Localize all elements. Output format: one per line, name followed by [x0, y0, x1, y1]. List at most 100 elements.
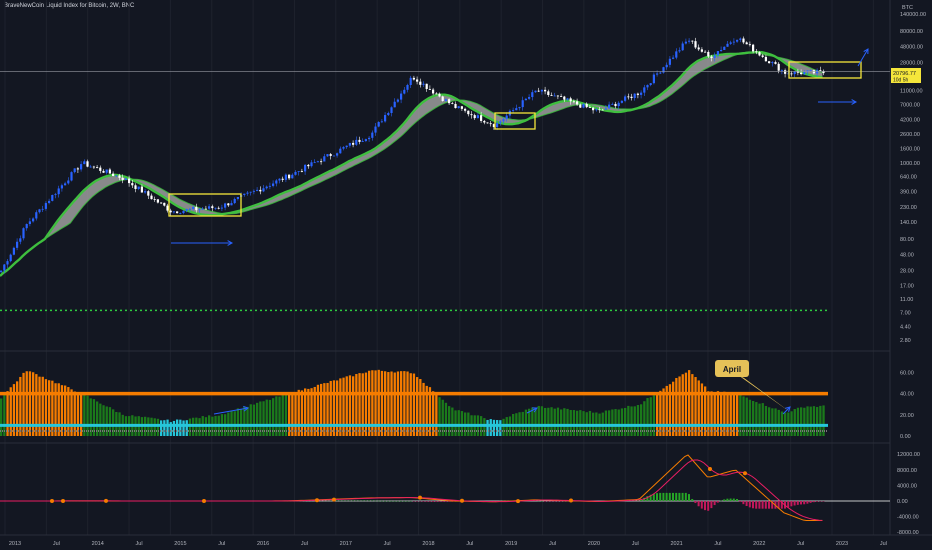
arrow-shaft: [213, 407, 249, 415]
rsi-bar: [547, 407, 550, 436]
trend-arrows: [171, 48, 869, 246]
price-axis[interactable]: BTC 140000.00 80000.00 48000.00 28000.00 110…: [900, 5, 926, 344]
macd-hist-bar: [691, 498, 694, 501]
rsi-bar: [230, 410, 233, 436]
rsi-bar: [99, 403, 102, 436]
candle-body: [630, 96, 633, 98]
macd-hist-bar: [643, 497, 646, 501]
rsi-bar: [697, 380, 700, 436]
rsi-bar: [633, 406, 636, 436]
rsi-bar: [550, 407, 553, 436]
time-axis[interactable]: 2013 Jul 2014 Jul 2015 Jul 2016 Jul 2017 Jul 2018 J…: [9, 541, 887, 547]
candle-body: [780, 70, 783, 72]
price-panel[interactable]: [0, 36, 890, 312]
rsi-bar: [48, 380, 51, 436]
price-axis-label: 80.00: [900, 237, 914, 243]
candle-body: [547, 91, 550, 95]
rsi-bar: [723, 391, 726, 436]
candle-body: [179, 213, 182, 214]
candle-body: [793, 71, 796, 75]
candle-body: [684, 41, 687, 44]
macd-axis-label: 0.00: [897, 499, 908, 505]
rsi-bar: [764, 405, 768, 436]
callout-pointer: [738, 375, 790, 412]
macd-hist-bar: [713, 501, 716, 506]
rsi-bar: [339, 378, 342, 436]
candle-body: [406, 84, 409, 90]
rsi-bar: [368, 370, 371, 436]
candle-body: [534, 90, 537, 93]
rsi-bar: [361, 373, 364, 436]
price-axis-label: 4200.00: [900, 118, 920, 124]
rsi-bar: [304, 388, 307, 436]
price-axis-label: 48000.00: [900, 44, 923, 50]
rsi-bar: [246, 406, 249, 436]
rsi-bar: [630, 406, 633, 436]
candle-body: [601, 109, 604, 111]
candle-body: [92, 166, 95, 168]
rsi-bar: [179, 419, 182, 436]
candle-body: [307, 164, 310, 167]
rsi-bar: [720, 392, 723, 436]
rsi-bar: [659, 390, 662, 436]
candle-body: [211, 206, 214, 209]
rsi-bar: [726, 393, 729, 436]
rsi-bar: [752, 400, 755, 436]
candle-body: [787, 73, 790, 75]
callout-label: April: [723, 365, 741, 374]
macd-hist-bar: [732, 498, 735, 501]
rsi-bar: [262, 401, 265, 436]
rsi-bar: [502, 418, 505, 436]
rsi-bar: [169, 422, 172, 436]
macd-axis-label: 4000.00: [897, 483, 917, 489]
macd-panel[interactable]: [0, 454, 890, 521]
candle-body: [342, 147, 345, 149]
rsi-bar: [454, 410, 457, 436]
candle-body: [448, 99, 451, 104]
rsi-bar: [172, 420, 176, 436]
rsi-bar: [483, 418, 486, 436]
rsi-bar: [12, 384, 16, 436]
candle-body: [361, 140, 364, 142]
candle-body: [572, 101, 575, 103]
rsi-bar: [377, 369, 380, 436]
candle-body: [425, 83, 428, 89]
candle-body: [44, 203, 47, 209]
candle-body: [118, 175, 121, 178]
rsi-bar: [617, 409, 620, 436]
rsi-bar: [457, 410, 460, 436]
candle-body: [790, 73, 793, 75]
macd-hist-bar: [729, 498, 732, 501]
rsi-bar: [780, 411, 784, 436]
candle-body: [620, 100, 623, 103]
rsi-bar: [294, 392, 297, 436]
rsi-bar: [3, 395, 6, 436]
consolidation-box: [494, 112, 536, 130]
rsi-bar: [678, 376, 681, 436]
rsi-bar: [57, 383, 60, 436]
price-axis-label: 2.80: [900, 338, 911, 344]
rsi-bar: [816, 406, 819, 436]
consolidation-box: [168, 193, 242, 217]
candle-body: [153, 199, 156, 200]
rsi-bar: [649, 397, 652, 436]
price-axis-label: 230.00: [900, 205, 917, 211]
candle-body: [169, 210, 172, 213]
chart-title: BraveNewCoin Liquid Index for Bitcoin, 2…: [4, 3, 135, 9]
price-axis-label: 140000.00: [900, 12, 926, 18]
rsi-bar: [396, 371, 400, 436]
rsi-bar: [444, 402, 448, 436]
rsi-panel[interactable]: April: [0, 360, 828, 436]
rsi-bar: [652, 395, 656, 436]
candle-body: [393, 101, 396, 108]
rsi-bar: [112, 409, 115, 436]
candle-body: [256, 189, 259, 191]
macd-hist-bar: [796, 501, 799, 505]
candle-body: [694, 41, 697, 48]
candle-body: [224, 203, 227, 208]
time-axis-label: 2021: [670, 541, 682, 547]
macd-hist-bar: [640, 499, 642, 501]
rsi-bar: [374, 370, 377, 436]
rsi-bar: [771, 408, 774, 436]
